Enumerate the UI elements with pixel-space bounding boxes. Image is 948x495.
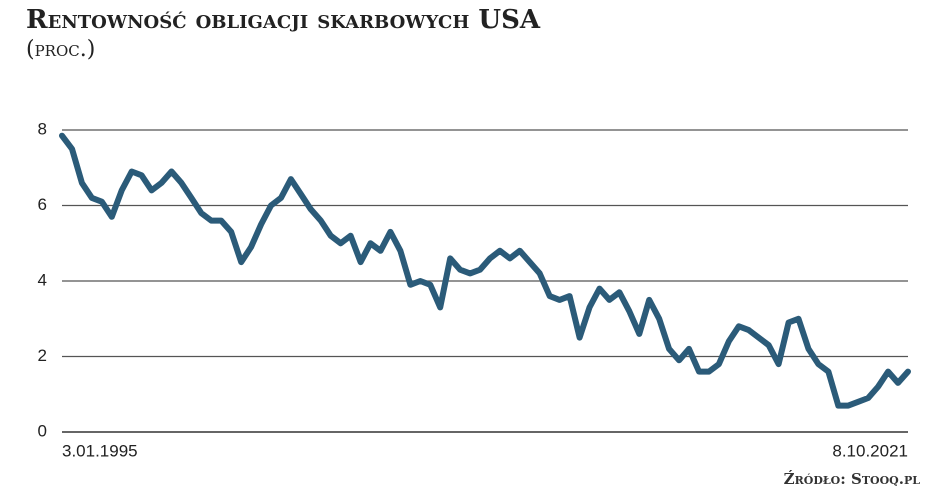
y-tick-label: 6 [38, 195, 47, 214]
x-tick-label: 3.01.1995 [62, 441, 138, 460]
y-tick-label: 0 [38, 421, 47, 440]
chart-subtitle: (proc.) [26, 37, 95, 62]
chart-title: Rentowność obligacji skarbowych USA [26, 5, 541, 35]
x-tick-label: 8.10.2021 [832, 441, 908, 460]
line-series [59, 132, 911, 409]
y-tick-label: 8 [38, 119, 47, 138]
y-tick-label: 2 [38, 346, 47, 365]
source: Źródło: Stooq.pl [784, 470, 921, 488]
y-tick-label: 4 [38, 270, 47, 289]
